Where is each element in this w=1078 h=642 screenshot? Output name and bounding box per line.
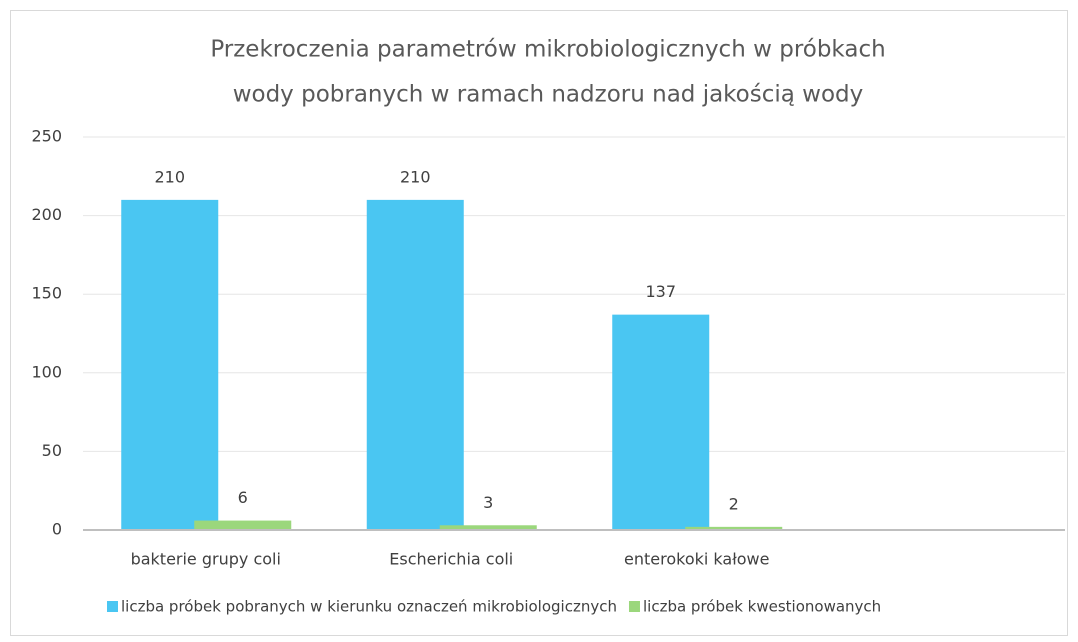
legend-label: liczba próbek kwestionowanych — [643, 598, 881, 616]
bar — [194, 520, 292, 530]
legend-label: liczba próbek pobranych w kierunku oznac… — [121, 598, 617, 616]
bar — [612, 314, 710, 530]
y-tick-label: 0 — [52, 520, 62, 539]
y-tick-label: 150 — [31, 284, 62, 303]
chart-title: Przekroczenia parametrów mikrobiologiczn… — [210, 37, 885, 63]
data-label: 2 — [729, 494, 739, 513]
y-tick-label: 100 — [31, 362, 62, 381]
data-label: 6 — [238, 488, 248, 507]
bar — [366, 199, 464, 530]
y-tick-label: 250 — [31, 127, 62, 146]
y-tick-label: 50 — [42, 441, 62, 460]
data-label: 3 — [483, 493, 493, 512]
data-label: 210 — [154, 167, 185, 186]
bar — [439, 525, 537, 530]
x-tick-label: enterokoki kałowe — [624, 550, 769, 569]
chart-title: wody pobranych w ramach nadzoru nad jako… — [233, 82, 864, 108]
bar — [685, 526, 783, 530]
data-label: 137 — [645, 282, 676, 301]
x-tick-label: Escherichia coli — [389, 550, 513, 569]
x-tick-label: bakterie grupy coli — [131, 550, 281, 569]
data-label: 210 — [400, 167, 431, 186]
legend-swatch — [628, 601, 640, 612]
legend-swatch — [107, 601, 118, 612]
bar — [121, 199, 219, 530]
y-tick-label: 200 — [31, 205, 62, 224]
